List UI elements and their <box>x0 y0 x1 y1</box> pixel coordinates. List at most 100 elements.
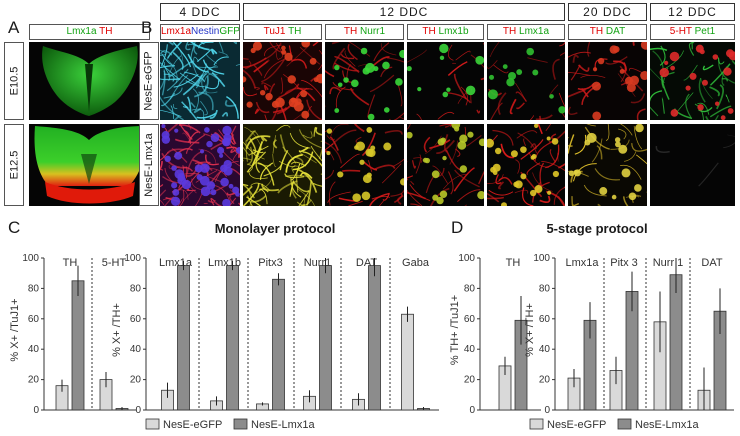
micrograph-e12-5 <box>29 124 150 206</box>
bar-nese-lmx1a <box>669 274 683 411</box>
bar-nese-lmx1a <box>226 265 239 411</box>
y-tick-label: 20 <box>28 375 40 386</box>
y-axis-label: % TH+ /TuJ1+ <box>449 295 461 365</box>
bar-nese-lmx1a <box>713 310 727 411</box>
category-label: DAT <box>356 257 377 269</box>
bar-nese-egfp <box>352 398 365 411</box>
category-label: Pitx3 <box>258 257 282 269</box>
bar-nese-lmx1a <box>514 319 528 411</box>
y-tick-label: 100 <box>124 253 141 264</box>
category-label: 5-HT <box>102 257 127 269</box>
channel-text: DAT <box>603 26 626 37</box>
bar-nese-egfp <box>303 395 316 411</box>
bar-nese-egfp <box>653 321 667 411</box>
panel-label-b: B <box>141 18 153 37</box>
bar-nese-egfp <box>498 365 512 411</box>
y-tick-label: 40 <box>28 344 40 355</box>
bar-nese-egfp <box>609 370 623 411</box>
micrograph-r1-c6 <box>568 42 647 120</box>
channel-text: GFP <box>219 26 240 37</box>
micrograph-r1-c5 <box>487 42 565 120</box>
micrograph-r2-c1 <box>160 124 240 206</box>
channel-text: Pet1 <box>691 26 716 37</box>
y-tick-label: 0 <box>135 405 141 416</box>
micrograph-e10-5 <box>29 42 150 120</box>
legend-c-label-1: NesE-eGFP <box>163 419 222 431</box>
category-label: Nurr 1 <box>653 257 684 269</box>
y-tick-label: 0 <box>544 405 550 416</box>
bar-nese-lmx1a <box>625 291 639 411</box>
micrograph-r2-c5 <box>487 124 565 206</box>
micrograph-r1-c4 <box>407 42 484 120</box>
y-tick-label: 100 <box>458 253 475 264</box>
chart-title-5-stage: 5-stage protocol <box>546 221 647 236</box>
lmx1a-label: Lmx1a <box>66 26 97 37</box>
category-label: Gaba <box>402 257 430 269</box>
y-tick-label: 100 <box>533 253 550 264</box>
legend-d-swatch-2 <box>617 418 632 430</box>
channel-text: TH <box>343 26 358 37</box>
micrograph-r2-c7 <box>650 124 735 206</box>
y-tick-label: 60 <box>464 314 476 325</box>
row-label-e10-5: E10.5 <box>4 42 24 120</box>
y-tick-label: 60 <box>130 314 142 325</box>
bar-nese-egfp <box>567 377 581 411</box>
row-label-nese-lmx1a: NesE-Lmx1a <box>139 124 159 206</box>
y-tick-label: 20 <box>130 375 142 386</box>
panel-label-d: D <box>451 218 464 237</box>
header-12-ddc: 12 DDC <box>243 3 565 21</box>
bar-nese-lmx1a <box>115 408 129 411</box>
header-4-ddc: 4 DDC <box>160 3 240 21</box>
channel-text: TH <box>589 26 604 37</box>
y-tick-label: 60 <box>28 314 40 325</box>
category-label: Pitx 3 <box>610 257 638 269</box>
channel-text: Lmx1b <box>435 26 469 37</box>
y-tick-label: 40 <box>464 344 476 355</box>
y-tick-label: 0 <box>33 405 39 416</box>
bar-nese-egfp <box>161 389 174 411</box>
bar-nese-egfp <box>401 313 414 411</box>
header-20-ddc: 20 DDC <box>568 3 647 21</box>
bar-nese-lmx1a <box>417 408 430 411</box>
y-tick-label: 40 <box>130 344 142 355</box>
channel-text: Lmx1a <box>516 26 550 37</box>
legend-c-swatch-1 <box>145 418 160 430</box>
y-tick-label: 20 <box>464 375 476 386</box>
category-label: DAT <box>701 257 722 269</box>
y-tick-label: 80 <box>539 283 551 294</box>
micrograph-r2-c2 <box>243 124 322 206</box>
header-12-ddc-b: 12 DDC <box>650 3 735 21</box>
channel-text: TH <box>285 26 302 37</box>
panel-label-c: C <box>8 218 21 237</box>
panel-label-a: A <box>8 18 20 37</box>
bar-nese-lmx1a <box>272 278 285 411</box>
bar-nese-lmx1a <box>368 265 381 411</box>
channel-label-col-3: TH Nurr1 <box>325 24 404 40</box>
legend-d-swatch-1 <box>529 418 544 430</box>
category-label: Lmx1a <box>565 257 599 269</box>
micrograph-r1-c2 <box>243 42 322 120</box>
row-label-nese-egfp: NesE-eGFP <box>139 42 159 120</box>
micrograph-r1-c3 <box>325 42 404 120</box>
category-label: TH <box>63 257 78 269</box>
channel-text: TuJ1 <box>263 26 286 37</box>
bar-nese-egfp <box>55 385 69 411</box>
panel-a-channel-label: Lmx1a TH <box>29 24 150 40</box>
legend-c-label-2: NesE-Lmx1a <box>251 419 315 431</box>
micrograph-r2-c6 <box>568 124 647 206</box>
micrograph-r1-c7 <box>650 42 735 120</box>
y-tick-label: 80 <box>130 283 142 294</box>
channel-label-col-7: 5-HT Pet1 <box>650 24 735 40</box>
bar-nese-lmx1a <box>71 280 85 411</box>
legend-d-label-2: NesE-Lmx1a <box>635 419 699 431</box>
channel-text: TH <box>502 26 517 37</box>
channel-label-col-6: TH DAT <box>568 24 647 40</box>
micrograph-r2-c3 <box>325 124 404 206</box>
category-label: Nurr1 <box>304 257 332 269</box>
legend-c-swatch-2 <box>233 418 248 430</box>
channel-label-col-1: Lmx1aNestinGFP <box>160 24 240 40</box>
y-tick-label: 20 <box>539 375 551 386</box>
chart-title-monolayer: Monolayer protocol <box>215 221 336 236</box>
bar-nese-egfp <box>210 400 223 411</box>
bar-nese-lmx1a <box>319 265 332 411</box>
